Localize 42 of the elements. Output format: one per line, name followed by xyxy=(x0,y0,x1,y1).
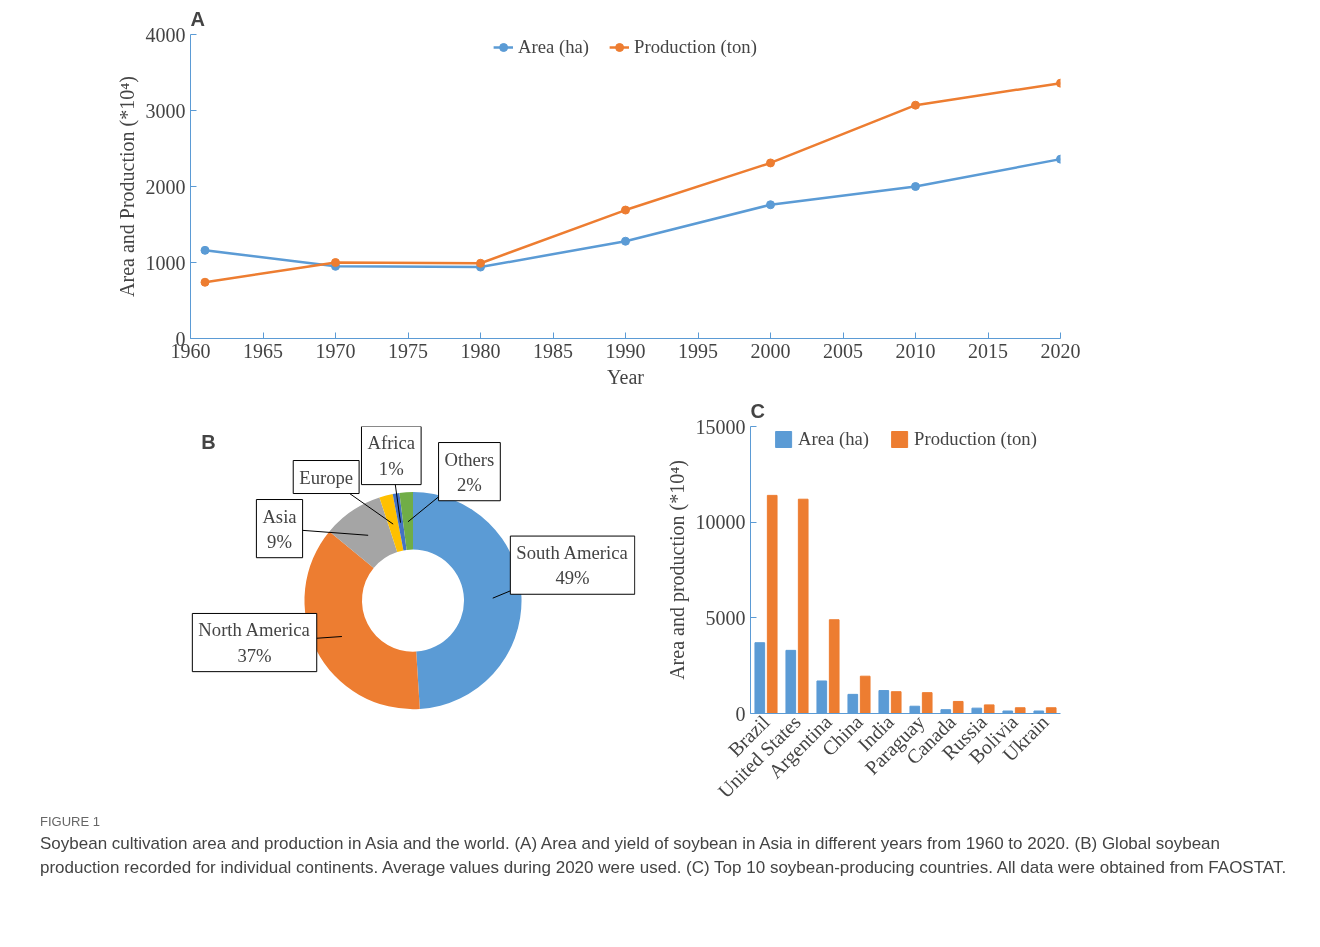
data-label: 37% xyxy=(237,644,272,666)
x-tick-label: 1980 xyxy=(460,339,501,362)
slice-label: North America xyxy=(198,619,311,641)
data-label: 2% xyxy=(457,473,482,495)
y-tick-label: 15000 xyxy=(695,415,746,438)
data-label: 1% xyxy=(378,457,404,479)
x-tick-label: 1995 xyxy=(678,339,718,362)
slice-label: South America xyxy=(516,541,629,563)
x-tick-label: 1985 xyxy=(533,339,573,362)
x-tick-label: 2020 xyxy=(1040,339,1081,362)
x-tick-label: 2015 xyxy=(968,339,1008,362)
x-tick-label: 1970 xyxy=(315,339,356,362)
slice-label: Europe xyxy=(299,466,354,488)
y-tick-label: 3000 xyxy=(145,99,186,122)
x-axis-title: Year xyxy=(607,365,645,388)
slice-label: Others xyxy=(444,448,495,470)
text: Soybean cultivation area and production in Asia and the world. (A) Area and yield of soybean in Asia in different years from 1960 to 2020. (B) Global soybean production recorded for individual continents. Average values during 2020 were used. (C) Top 10 soybean-producing countries. All data were obtained from FAOSTAT. xyxy=(40,832,1288,879)
chart-title: C xyxy=(750,399,765,422)
chart-title: B xyxy=(201,430,216,453)
x-tick-label: 2005 xyxy=(823,339,863,362)
y-tick-label: 4000 xyxy=(145,23,186,46)
caption: FIGURE 1 xyxy=(40,813,101,832)
legend-label: Area (ha) xyxy=(518,36,590,58)
x-tick-label: 1990 xyxy=(605,339,646,362)
legend-label: Production (ton) xyxy=(914,427,1037,450)
y-tick-label: 5000 xyxy=(705,606,746,629)
x-tick-label: 1975 xyxy=(388,339,428,362)
x-tick-label: 2010 xyxy=(895,339,936,362)
y-tick-label: 1000 xyxy=(145,251,186,274)
legend-label: Production (ton) xyxy=(634,36,757,58)
slice-label: Africa xyxy=(367,432,416,454)
slice-label: Asia xyxy=(262,505,298,527)
y-tick-label: 2000 xyxy=(145,175,186,198)
legend-label: Area (ha) xyxy=(798,427,870,450)
y-axis-title: Area and production (*10⁴) xyxy=(665,459,689,680)
data-label: 9% xyxy=(267,530,292,552)
x-tick-label: 2000 xyxy=(750,339,791,362)
chart-title: A xyxy=(190,7,205,30)
y-axis-title: Area and Production (*10⁴) xyxy=(115,76,139,297)
x-tick-label: 1965 xyxy=(243,339,283,362)
y-tick-label: 10000 xyxy=(695,510,746,533)
data-label: 49% xyxy=(555,566,590,588)
